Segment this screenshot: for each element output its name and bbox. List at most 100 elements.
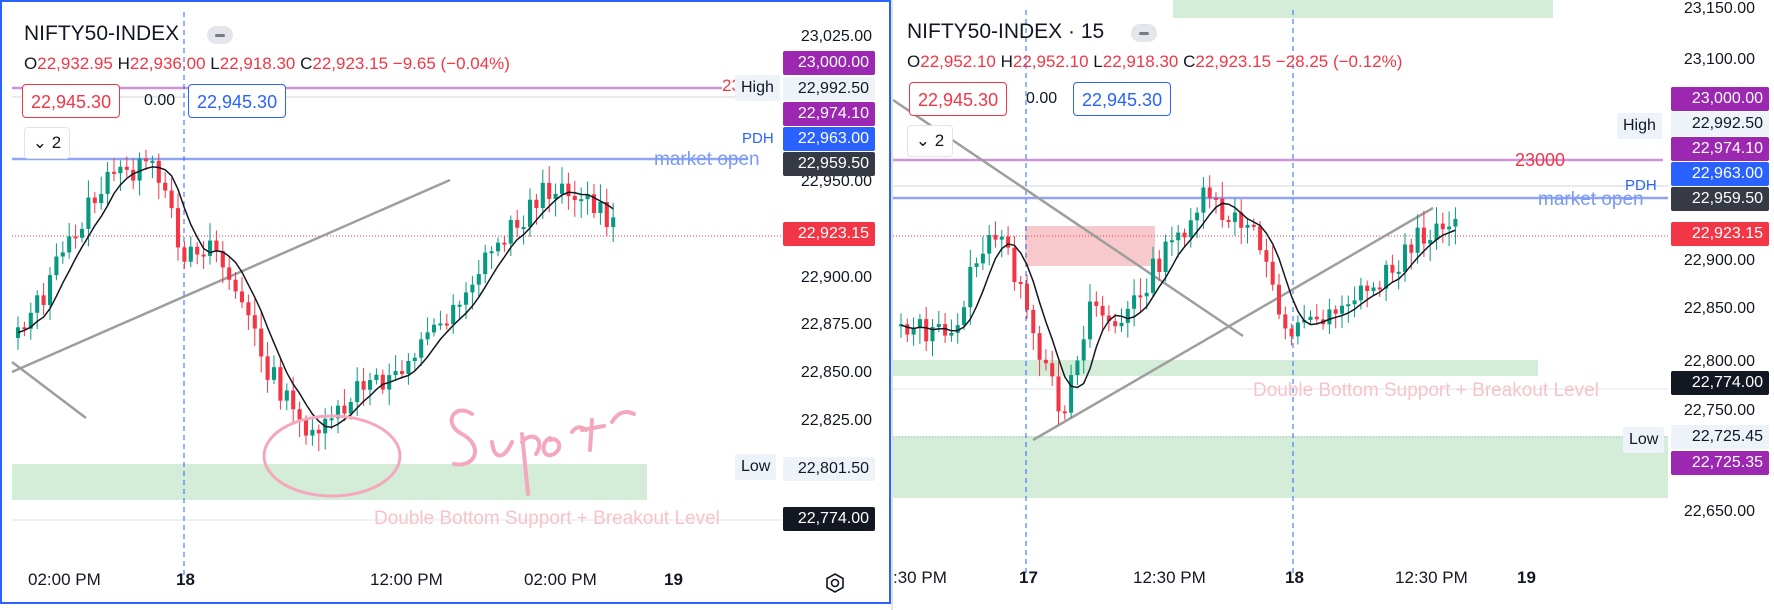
- indicators-collapse-button[interactable]: ⌄ 2: [907, 125, 953, 157]
- candle-body: [284, 390, 289, 401]
- price-tag: 22,963.00: [783, 127, 875, 151]
- candle-body: [451, 304, 456, 325]
- candle-body: [1150, 258, 1156, 293]
- buy-button[interactable]: 22,945.30: [188, 84, 287, 118]
- price-tag: 22,974.10: [1671, 137, 1769, 161]
- candle-body: [355, 381, 360, 403]
- candle-body: [201, 254, 206, 257]
- candle-body: [1346, 304, 1351, 307]
- price-tag: 22,974.10: [783, 102, 875, 126]
- settings-gear-icon[interactable]: [824, 572, 846, 594]
- low-value: 22,918.30: [1102, 52, 1179, 71]
- candle-body: [1396, 271, 1401, 274]
- time-axis-label: 19: [664, 570, 683, 589]
- candle-body: [1339, 305, 1345, 314]
- candle-body: [1264, 250, 1269, 262]
- candle-body: [111, 171, 117, 174]
- candle-body: [1125, 308, 1130, 323]
- high-label: H: [1000, 52, 1013, 71]
- candle-body: [1384, 264, 1389, 289]
- low-value: 22,918.30: [219, 54, 296, 73]
- symbol-title[interactable]: NIFTY50-INDEX: [24, 22, 180, 45]
- candle-body: [67, 236, 72, 253]
- candle-body: [598, 201, 603, 214]
- sell-button[interactable]: 22,945.30: [22, 84, 121, 118]
- price-axis-label: 22,950.00: [800, 173, 872, 190]
- candle-body: [1453, 218, 1458, 227]
- candle-body: [367, 380, 373, 390]
- right-chart-pane[interactable]: NIFTY50-INDEX · 15 O22,952.10 H22,952.10…: [893, 0, 1774, 610]
- candle-body: [930, 327, 935, 342]
- low-label: L: [210, 54, 220, 73]
- candle-body: [1113, 321, 1118, 327]
- right-chart-canvas[interactable]: [893, 0, 1774, 610]
- candle-body: [1358, 285, 1363, 301]
- candle-body: [118, 166, 123, 174]
- low-side-tag: Low: [735, 454, 777, 480]
- left-chart-canvas[interactable]: [2, 2, 891, 604]
- low-side-tag: Low: [1623, 427, 1665, 453]
- candle-body: [1428, 240, 1433, 244]
- candle-body: [1075, 360, 1080, 376]
- more-options-icon[interactable]: [1131, 24, 1157, 42]
- sell-button[interactable]: 22,945.30: [909, 82, 1008, 116]
- time-axis-label: 12:30 PM: [1133, 568, 1206, 587]
- candle-body: [1006, 236, 1011, 248]
- time-axis-label: 18: [176, 570, 195, 589]
- price-axis-label: 22,875.00: [800, 316, 872, 333]
- symbol-title[interactable]: NIFTY50-INDEX · 15: [907, 20, 1105, 43]
- candle-body: [936, 324, 941, 328]
- candle-body: [143, 158, 149, 162]
- candle-body: [585, 194, 590, 200]
- indicator-count: 2: [51, 133, 62, 152]
- candle-body: [239, 291, 245, 303]
- price-axis-label: 23,150.00: [1683, 0, 1755, 17]
- more-options-icon[interactable]: [207, 26, 233, 44]
- time-axis-label: 02:00 PM: [28, 570, 101, 589]
- time-axis-label: 12:30 PM: [1395, 568, 1468, 587]
- support-circle: [262, 414, 402, 498]
- candle-body: [342, 405, 347, 414]
- indicators-collapse-button[interactable]: ⌄ 2: [24, 127, 70, 159]
- candle-body: [361, 381, 366, 390]
- candle-body: [195, 246, 200, 255]
- candle-body: [1018, 282, 1023, 285]
- candle-body: [1132, 295, 1137, 309]
- candle-body: [316, 429, 321, 434]
- candle-body: [188, 246, 193, 262]
- high-label: H: [117, 54, 130, 73]
- candle-body: [150, 160, 155, 163]
- candle-body: [214, 240, 219, 252]
- candle-body: [271, 367, 277, 380]
- trendline-ascending: [1032, 206, 1434, 442]
- candle-body: [1434, 223, 1439, 241]
- left-candles-group: [15, 149, 616, 452]
- candle-body: [1024, 283, 1030, 310]
- right-candles-group: [898, 175, 1458, 425]
- buy-button[interactable]: 22,945.30: [1073, 82, 1172, 116]
- candle-body: [1100, 305, 1105, 316]
- open-value: 22,952.10: [920, 52, 996, 71]
- candle-body: [348, 402, 353, 414]
- price-tag: 22,801.50: [783, 457, 875, 481]
- candle-body: [175, 208, 181, 248]
- support-zone-lower: [893, 436, 1668, 498]
- candle-body: [999, 236, 1004, 240]
- spread-value: 0.00: [1026, 90, 1058, 107]
- open-value: 22,932.95: [37, 54, 113, 73]
- left-chart-pane[interactable]: NIFTY50-INDEX O22,932.95 H22,936.00 L22,…: [0, 0, 891, 604]
- candle-body: [1012, 247, 1017, 283]
- candle-body: [470, 284, 475, 293]
- candle-body: [35, 295, 40, 313]
- open-label: O: [907, 52, 921, 71]
- candle-body: [1188, 220, 1193, 238]
- pane-divider[interactable]: [891, 0, 893, 610]
- candle-body: [1069, 375, 1074, 413]
- close-value: 22,923.15: [1195, 52, 1272, 71]
- time-axis-label: :30 PM: [893, 568, 947, 587]
- candle-body: [1207, 187, 1212, 198]
- price-tag: 22,959.50: [783, 152, 875, 176]
- candle-body: [987, 234, 992, 254]
- candle-body: [1371, 287, 1376, 291]
- candle-body: [1421, 227, 1426, 244]
